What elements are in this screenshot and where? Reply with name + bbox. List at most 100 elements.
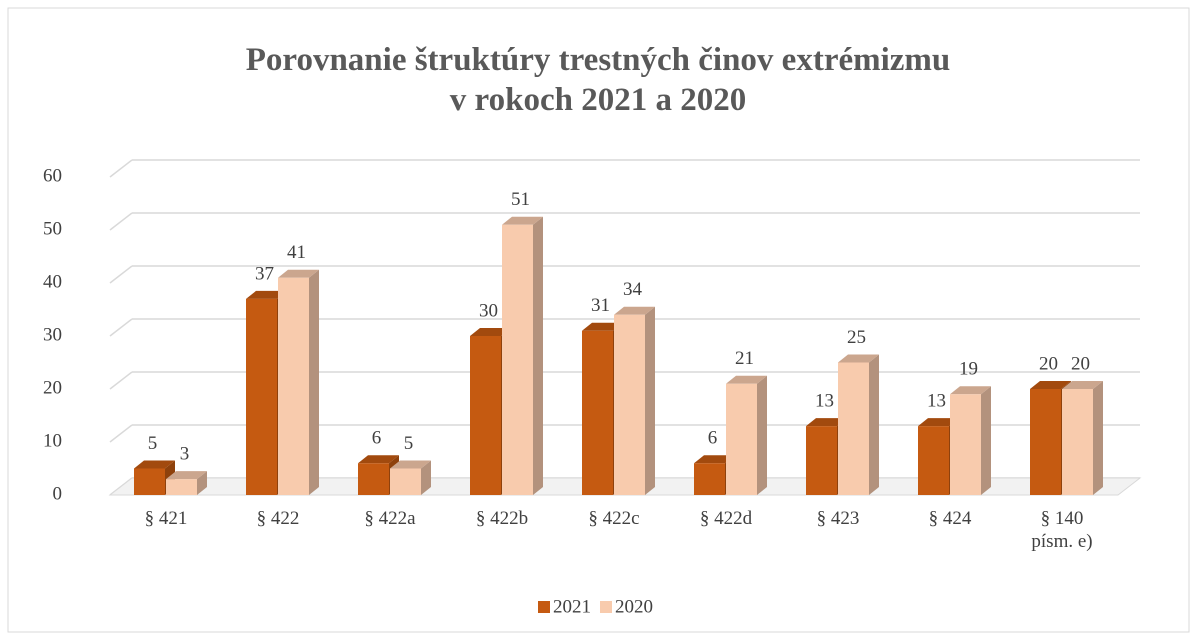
- bar-front: [134, 468, 165, 495]
- bar-front: [614, 314, 645, 495]
- y-tick-label: 20: [43, 377, 62, 398]
- legend-label: 2021: [553, 596, 591, 617]
- bar-top: [694, 455, 735, 464]
- grid-line: [109, 371, 133, 390]
- bar-top: [246, 290, 287, 299]
- bar-side: [645, 306, 655, 495]
- grid-line: [109, 265, 133, 284]
- bar-front: [278, 277, 309, 495]
- bar-front: [806, 426, 837, 495]
- bar-top: [838, 354, 879, 363]
- bar-top: [950, 386, 991, 395]
- bar-front: [1062, 389, 1093, 495]
- data-label: 51: [511, 189, 530, 210]
- bar-front: [246, 298, 277, 495]
- bar-top: [166, 471, 207, 480]
- data-label: 37: [255, 263, 274, 284]
- chart-title: Porovnanie štruktúry trestných činov ext…: [246, 42, 951, 118]
- grid-line: [109, 424, 133, 443]
- bar-front: [1030, 389, 1061, 495]
- bar-side: [533, 216, 543, 495]
- legend-swatch: [600, 601, 612, 613]
- data-label: 6: [708, 428, 718, 449]
- bar-front: [950, 394, 981, 495]
- x-tick-label: § 422a: [364, 508, 416, 529]
- y-tick-label: 50: [43, 218, 62, 239]
- bar: [278, 269, 319, 495]
- data-label: 34: [623, 279, 643, 300]
- legend-swatch: [538, 601, 550, 613]
- bar-side: [869, 354, 879, 495]
- y-tick-label: 10: [43, 430, 62, 451]
- legend-label: 2020: [615, 596, 653, 617]
- data-label: 5: [148, 433, 158, 454]
- x-tick-label: § 421: [145, 508, 188, 529]
- bar-front: [470, 336, 501, 495]
- x-tick-label: § 422c: [588, 508, 639, 529]
- x-tick-label: § 422d: [700, 508, 753, 529]
- bar-side: [309, 269, 319, 495]
- bar: [1062, 381, 1103, 495]
- chart-frame: [7, 7, 1190, 633]
- bar: [950, 386, 991, 495]
- bar: [614, 306, 655, 495]
- bar-top: [726, 375, 767, 384]
- x-tick-label: § 423: [817, 508, 860, 529]
- y-tick-label: 60: [43, 165, 62, 186]
- bar-top: [502, 216, 543, 225]
- bar-side: [197, 471, 207, 495]
- bar-front: [918, 426, 949, 495]
- bar: [502, 216, 543, 495]
- x-tick-label: § 140 písm. e): [1031, 508, 1092, 552]
- bar-side: [1093, 381, 1103, 495]
- y-tick-label: 30: [43, 324, 62, 345]
- bar: [390, 460, 431, 495]
- data-label: 3: [180, 443, 190, 464]
- data-label: 5: [404, 433, 414, 454]
- bar-side: [757, 375, 767, 495]
- bar-top: [1062, 381, 1103, 389]
- bar-top: [614, 306, 655, 315]
- bar-top: [134, 460, 175, 469]
- bar-top: [278, 269, 319, 278]
- bar-front: [502, 224, 533, 495]
- bar-front: [694, 463, 725, 495]
- bar-side: [981, 386, 991, 495]
- bar-top: [918, 418, 959, 427]
- y-tick-label: 0: [53, 483, 63, 504]
- bar-top: [358, 455, 399, 464]
- bar: [726, 375, 767, 495]
- data-label: 25: [847, 327, 866, 348]
- bar-top: [582, 322, 623, 331]
- data-label: 13: [815, 390, 834, 411]
- bar-front: [726, 383, 757, 495]
- data-label: 41: [287, 242, 306, 263]
- x-tick-label: § 422: [257, 508, 300, 529]
- bar: [838, 354, 879, 495]
- bar-front: [582, 330, 613, 495]
- grid-line: [109, 159, 133, 178]
- bar-top: [806, 418, 847, 427]
- bar: [166, 471, 207, 495]
- data-label: 13: [927, 390, 946, 411]
- bar-front: [390, 468, 421, 495]
- data-label: 21: [735, 348, 754, 369]
- data-label: 30: [479, 300, 498, 321]
- bar-top: [1030, 381, 1071, 389]
- data-label: 31: [591, 295, 610, 316]
- bar-front: [358, 463, 389, 495]
- x-tick-label: § 422b: [476, 508, 528, 529]
- x-tick-label: § 424: [929, 508, 972, 529]
- data-label: 20: [1071, 353, 1090, 374]
- bar-front: [166, 479, 197, 495]
- bar-front: [838, 362, 869, 495]
- grid-line: [109, 318, 133, 337]
- data-label: 20: [1039, 353, 1058, 374]
- bar-side: [421, 460, 431, 495]
- y-tick-label: 40: [43, 271, 62, 292]
- data-label: 6: [372, 428, 382, 449]
- grid-line: [109, 212, 133, 231]
- bar-top: [470, 328, 511, 336]
- data-label: 19: [959, 359, 978, 380]
